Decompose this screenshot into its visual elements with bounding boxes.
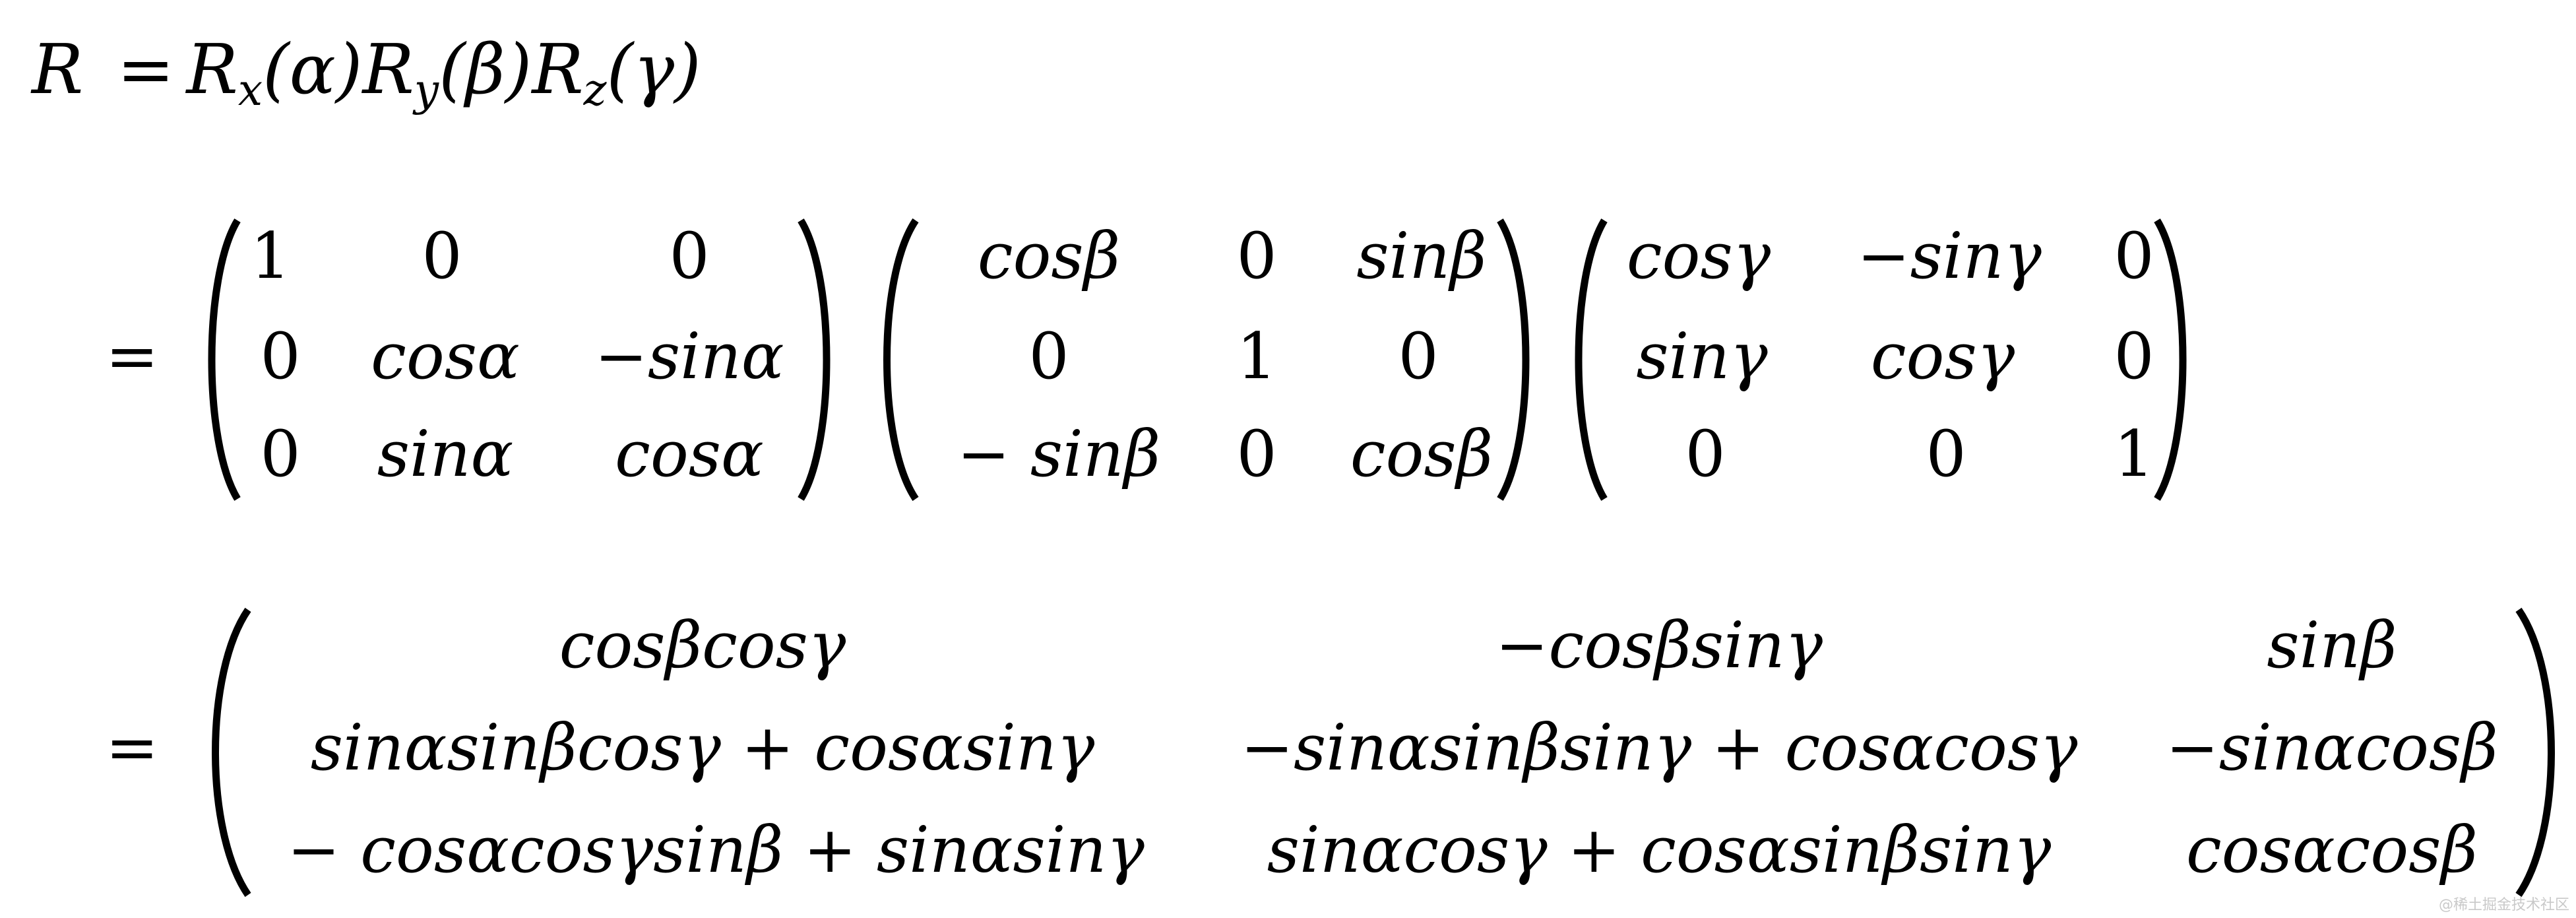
ry-right-paren (1497, 218, 1530, 501)
rx-right-paren (798, 218, 831, 501)
rz-symbol: R (532, 29, 584, 110)
result-cell-0-2: sinβ (2267, 608, 2397, 682)
ry-symbol: R (362, 29, 414, 110)
rz-cell-1-1: cosγ (1870, 319, 2015, 393)
result-left-paren (212, 607, 251, 898)
step3-equals: = (106, 711, 159, 785)
ry-argument: (β) (439, 29, 532, 110)
rz-cell-2-1: 0 (1926, 417, 1966, 491)
rz-cell-1-2: 0 (2114, 319, 2154, 393)
rx-cell-0-1: 0 (422, 219, 462, 293)
lhs-r: R (32, 29, 84, 110)
rz-cell-0-2: 0 (2114, 219, 2154, 293)
result-cell-0-0: cosβcosγ (559, 608, 846, 682)
result-cell-1-0: sinαsinβcosγ + cosαsinγ (310, 711, 1095, 785)
result-cell-0-1: −cosβsinγ (1495, 608, 1823, 682)
rotation-definition: R = Rx(α)Ry(β)Rz(γ) (32, 20, 701, 140)
ry-cell-0-2: sinβ (1356, 219, 1487, 293)
watermark: @稀土掘金技术社区 (2438, 897, 2569, 913)
ry-cell-1-0: 0 (1028, 319, 1069, 393)
rz-left-paren (1575, 218, 1608, 501)
result-cell-2-1: sinαcosγ + cosαsinβsinγ (1267, 813, 2052, 887)
rz-subscript: z (583, 65, 607, 115)
rz-cell-2-2: 1 (2114, 417, 2154, 491)
rx-cell-2-0: 0 (260, 417, 301, 491)
rx-cell-2-2: cosα (615, 417, 764, 491)
rz-cell-2-0: 0 (1685, 417, 1726, 491)
ry-cell-1-2: 0 (1398, 319, 1439, 393)
result-cell-1-2: −sinαcosβ (2166, 711, 2498, 785)
rx-cell-0-2: 0 (669, 219, 710, 293)
ry-cell-2-2: cosβ (1350, 417, 1493, 491)
equals-sign: = (117, 29, 175, 110)
ry-cell-1-1: 1 (1236, 319, 1277, 393)
result-cell-2-2: cosαcosβ (2186, 813, 2478, 887)
step2-equals: = (106, 319, 159, 393)
rz-cell-0-1: −sinγ (1857, 219, 2042, 293)
result-cell-1-1: −sinαsinβsinγ + cosαcosγ (1240, 711, 2078, 785)
rx-cell-1-2: −sinα (594, 319, 784, 393)
ry-cell-2-0: − sinβ (957, 417, 1161, 491)
rx-subscript: x (237, 65, 263, 115)
rz-cell-0-0: cosγ (1626, 219, 1771, 293)
rz-right-paren (2154, 218, 2187, 501)
result-right-paren (2515, 607, 2555, 898)
rx-cell-0-0: 1 (250, 219, 291, 293)
ry-left-paren (883, 218, 919, 502)
rx-cell-1-1: cosα (371, 319, 520, 393)
rz-argument: (γ) (606, 29, 701, 110)
result-cell-2-0: − cosαcosγsinβ + sinαsinγ (287, 813, 1145, 887)
rx-left-paren (208, 218, 241, 501)
rx-cell-2-1: sinα (377, 417, 514, 491)
rx-cell-1-0: 0 (260, 319, 301, 393)
ry-cell-0-0: cosβ (977, 219, 1121, 293)
rx-symbol: R (186, 29, 238, 110)
rz-cell-1-0: sinγ (1636, 319, 1768, 393)
ry-subscript: y (414, 65, 439, 115)
ry-cell-0-1: 0 (1236, 219, 1277, 293)
ry-cell-2-1: 0 (1236, 417, 1277, 491)
rx-argument: (α) (263, 29, 363, 110)
